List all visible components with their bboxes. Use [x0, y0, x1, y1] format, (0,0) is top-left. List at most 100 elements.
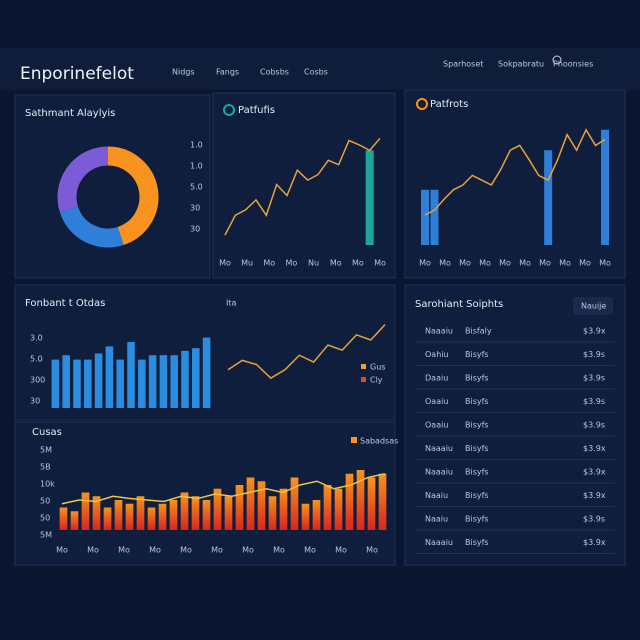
bar — [170, 355, 178, 408]
label: Mo — [559, 259, 571, 268]
bar — [73, 359, 81, 408]
label: Mo — [579, 259, 591, 268]
label: 30 — [190, 204, 200, 213]
label: $3.9s — [583, 397, 605, 406]
bar — [224, 496, 233, 530]
label: Sparhoset — [443, 60, 483, 69]
bar — [138, 359, 146, 408]
label: Cusas — [32, 427, 62, 438]
label: Mo — [118, 546, 130, 555]
bar — [51, 359, 60, 408]
label: Oahiu — [425, 350, 449, 359]
label: Naaaiu — [425, 444, 453, 453]
label: Oaaiu — [425, 397, 448, 406]
label: 5.0 — [30, 355, 43, 364]
label: Nidgs — [172, 68, 195, 77]
bar — [301, 503, 310, 530]
label: $3.9x — [583, 444, 606, 453]
bar — [70, 511, 79, 530]
label: Bisyfs — [465, 421, 489, 430]
label: Gus — [370, 363, 385, 372]
panels — [14, 89, 626, 566]
header-bar — [0, 48, 640, 90]
label: Mo — [539, 259, 551, 268]
label: Patfrots — [430, 99, 468, 110]
label: Mo — [335, 546, 347, 555]
label: 30 — [190, 225, 200, 234]
label: Fangs — [216, 68, 239, 77]
label: Cosbs — [304, 68, 328, 77]
label: $3.9s — [583, 515, 605, 524]
label: Mo — [273, 546, 285, 555]
label: Bisyfs — [465, 468, 489, 477]
icon — [416, 98, 428, 110]
label: Mo — [352, 259, 364, 268]
label: 5.0 — [190, 183, 203, 192]
bar — [62, 355, 70, 408]
label: Mo — [439, 259, 451, 268]
legend-swatch — [361, 377, 366, 382]
button[interactable] — [573, 297, 613, 315]
icon — [223, 104, 235, 116]
bar — [84, 359, 92, 408]
line — [424, 128, 606, 216]
donut-segment — [107, 146, 159, 246]
label: Mo — [499, 259, 511, 268]
label: Bisfaly — [465, 327, 492, 336]
label: Naaaiu — [425, 538, 453, 547]
bar — [544, 150, 553, 245]
bar — [148, 355, 157, 408]
bar — [169, 500, 178, 530]
bar — [235, 485, 244, 530]
label: Enporinefelot — [20, 64, 134, 84]
label: $3.9x — [583, 327, 606, 336]
label: Bisyfs — [465, 397, 489, 406]
label: Mu — [241, 259, 253, 268]
bar — [378, 473, 387, 530]
legend-swatch — [351, 437, 357, 443]
label: Bisyfs — [465, 350, 489, 359]
label: $3.9x — [583, 538, 606, 547]
label: Oaaiu — [425, 421, 448, 430]
label: 5M — [40, 446, 52, 455]
label: Phoonsies — [553, 60, 593, 69]
bar — [202, 337, 211, 408]
label: Naaiu — [425, 515, 448, 524]
bar — [105, 346, 114, 408]
label: Daaiu — [425, 374, 448, 383]
label: Sokpabratu — [498, 60, 544, 69]
label: 1.0 — [190, 162, 203, 171]
label: Mo — [366, 546, 378, 555]
label: Mo — [263, 259, 275, 268]
bar — [312, 500, 321, 530]
line — [227, 324, 386, 380]
search-icon[interactable] — [552, 55, 562, 65]
bar — [279, 488, 288, 530]
label: 5M — [40, 531, 52, 540]
label: Mo — [56, 546, 68, 555]
bar — [116, 359, 124, 408]
bar — [290, 477, 299, 530]
label: Patfufis — [238, 105, 275, 116]
bar — [356, 470, 365, 530]
label: Mo — [87, 546, 99, 555]
label: Mo — [242, 546, 254, 555]
bar — [159, 355, 168, 408]
bar — [103, 507, 112, 530]
label: Naaaiu — [425, 468, 453, 477]
donut-segment — [57, 146, 109, 213]
bar — [136, 496, 145, 530]
bar — [334, 488, 343, 530]
label: $3.9x — [583, 491, 606, 500]
label: Mo — [374, 259, 386, 268]
bar — [365, 150, 374, 245]
label: Mo — [519, 259, 531, 268]
label: Bisyfs — [465, 444, 489, 453]
label: $3.9x — [583, 468, 606, 477]
bar — [92, 496, 101, 530]
label: Sarohiant Soiphts — [415, 299, 503, 310]
label: Naaiu — [425, 491, 448, 500]
line — [224, 137, 381, 236]
label: Bisyfs — [465, 515, 489, 524]
